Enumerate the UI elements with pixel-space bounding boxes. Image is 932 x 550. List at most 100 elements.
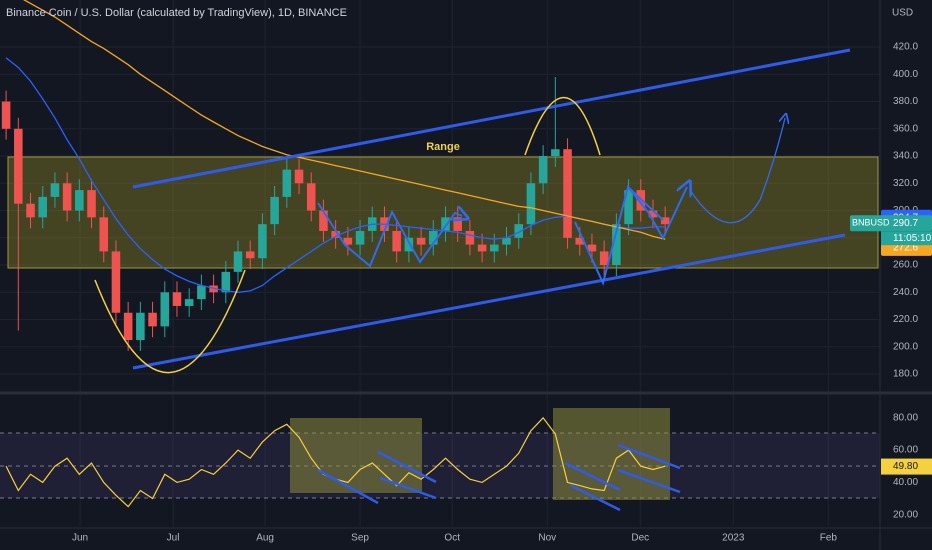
arc	[524, 96, 601, 156]
candle-body	[14, 128, 23, 204]
wedge	[627, 186, 664, 221]
countdown: 11:05:10	[893, 233, 932, 244]
candle-body	[624, 190, 633, 225]
grid	[0, 0, 880, 526]
rsi-tick-label: 80.00	[893, 412, 918, 423]
rsi-channel	[564, 461, 621, 492]
moving-average	[5, 57, 666, 293]
y-tick-label: 220.0	[893, 314, 918, 325]
y-tick-label: 320.0	[893, 178, 918, 189]
x-tick-label: Nov	[538, 533, 556, 544]
candle-body	[514, 224, 523, 238]
candle-body	[563, 149, 572, 238]
projection	[689, 118, 785, 224]
candle-body	[526, 183, 536, 225]
candle-body	[453, 217, 462, 231]
candle-body	[184, 299, 194, 306]
price-label: 272.6	[893, 243, 918, 254]
candle-body	[355, 230, 365, 245]
candle-body	[612, 224, 621, 266]
rsi-box	[290, 418, 422, 493]
candle-body	[136, 312, 145, 340]
candle-body	[99, 217, 109, 252]
candle-body	[75, 190, 84, 211]
candle-body	[209, 285, 218, 293]
candle-body	[502, 237, 511, 245]
y-tick-label: 200.0	[893, 341, 918, 352]
candle-body	[575, 237, 585, 245]
zigzag	[574, 187, 687, 286]
chart-title: Binance Coin / U.S. Dollar (calculated b…	[6, 7, 347, 19]
candle-body	[319, 210, 328, 231]
price-label-bg	[881, 215, 932, 232]
rsi-channel	[617, 468, 681, 494]
axis-labels: 180.0200.0220.0240.0260.0280.0300.0320.0…	[72, 42, 932, 544]
channel-top	[132, 48, 851, 189]
candle-body	[160, 292, 170, 327]
candle-body	[343, 237, 353, 245]
x-tick-label: Dec	[631, 533, 649, 544]
y-tick-label: 260.0	[893, 260, 918, 271]
candle-body	[306, 183, 316, 211]
candle-body	[87, 190, 96, 218]
candle-body	[416, 237, 426, 245]
candle-body	[26, 203, 35, 218]
candle-body	[197, 285, 206, 300]
candle-body	[599, 251, 609, 266]
candle-body	[490, 244, 499, 252]
channel-bottom	[132, 233, 846, 370]
candle-body	[172, 292, 182, 306]
candle-body	[660, 217, 670, 225]
range-box	[7, 156, 879, 269]
rsi-last-bg	[881, 458, 932, 475]
candle-body	[429, 230, 438, 245]
rsi-channel	[379, 476, 437, 500]
candle-body	[282, 169, 292, 197]
x-tick-label: Oct	[444, 533, 460, 544]
candle-body	[294, 169, 304, 184]
candle-body	[648, 210, 658, 218]
candle-body	[1, 101, 11, 129]
symbol: BNBUSD	[852, 218, 890, 228]
currency: USD	[892, 8, 913, 19]
y-tick-label: 340.0	[893, 151, 918, 162]
x-tick-label: Feb	[820, 533, 838, 544]
x-tick-label: Aug	[256, 533, 274, 544]
x-tick-label: 2023	[722, 533, 745, 544]
candle-body	[392, 230, 401, 252]
rsi-last: 49.80	[893, 461, 918, 472]
candle-body	[551, 149, 560, 157]
y-tick-label: 360.0	[893, 123, 918, 134]
candle-body	[62, 183, 72, 211]
x-tick-label: Jun	[72, 533, 88, 544]
y-tick-label: 180.0	[893, 369, 918, 380]
y-tick-label: 380.0	[893, 96, 918, 107]
candle-body	[148, 312, 157, 327]
price-label: 290.7	[893, 218, 918, 229]
arc	[94, 269, 246, 374]
rsi-tick-label: 40.00	[893, 477, 918, 488]
candle-body	[270, 196, 279, 225]
candle-body	[245, 251, 255, 259]
candle-body	[258, 224, 267, 259]
y-tick-label: 400.0	[893, 69, 918, 80]
candle-body	[465, 230, 475, 245]
candle-body	[404, 237, 414, 252]
y-tick-label: 240.0	[893, 287, 918, 298]
candle-body	[233, 251, 243, 272]
x-tick-label: Jul	[167, 533, 180, 544]
zigzag	[317, 202, 462, 268]
x-tick-label: Sep	[351, 533, 369, 544]
candle-body	[587, 244, 597, 252]
symbol-bg	[850, 215, 884, 232]
candle-body	[111, 251, 121, 313]
candle-body	[50, 183, 60, 197]
y-tick-label: 420.0	[893, 42, 918, 53]
candle-body	[221, 271, 231, 293]
candle-body	[477, 244, 487, 252]
candle-body	[123, 312, 133, 340]
rsi-channel	[569, 483, 621, 512]
rsi-channel	[317, 468, 379, 505]
countdown-bg	[881, 231, 932, 246]
